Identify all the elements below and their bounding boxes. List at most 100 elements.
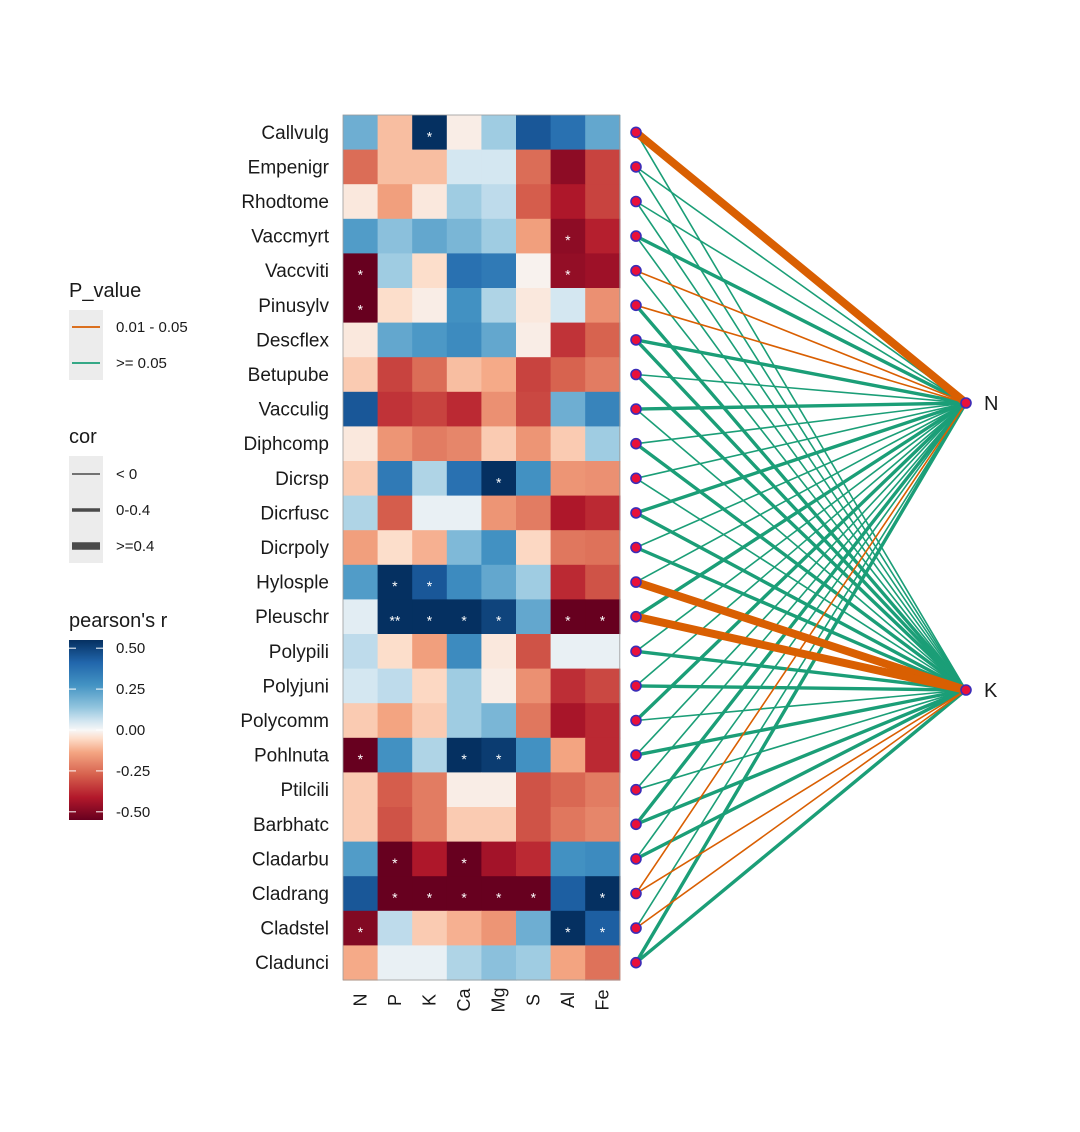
row-label-cladunci: Cladunci [255,953,329,974]
row-label-dicrfusc: Dicrfusc [260,503,329,524]
env-node-n [960,397,972,409]
heatmap-cell-dicrsp-p [377,461,413,497]
heatmap-cell-empenigr-ca [446,149,482,185]
heatmap-cell-polypili-al [550,634,586,670]
legend-pvalue-title: P_value [69,280,141,302]
heatmap-cell-betupube-p [377,357,413,393]
heatmap-cell-dicrsp-k [412,461,448,497]
legend-cor-label-1: < 0 [116,466,137,483]
significance-mark: * [392,855,398,871]
link-vaccviti-n [635,269,967,404]
heatmap-cell-cladstel-n [343,910,379,946]
heatmap-cell-vaccmyrt-s [516,218,552,254]
column-label-al: Al [558,992,578,1008]
heatmap-cell-dicrpoly-n [343,530,379,566]
heatmap-cell-descflex-s [516,322,552,358]
link-descflex-n [634,338,968,405]
heatmap-cell-hylosple-mg [481,564,517,600]
heatmap-cell-vaccviti-n [343,253,379,289]
column-label-ca: Ca [454,988,474,1012]
link-polypili-k [634,649,968,692]
heatmap-cell-vaccmyrt-p [377,218,413,254]
heatmap-cell-pleuschr-al [550,599,586,635]
species-node-callvulg [630,126,642,139]
significance-mark: * [565,232,571,248]
heatmap-cell-vacculig-ca [446,391,482,427]
heatmap-cell-betupube-mg [481,357,517,393]
heatmap-cell-pinusylv-mg [481,288,517,324]
link-diphcomp-n [635,402,967,445]
species-node-dicrpoly [630,541,642,554]
heatmap-cell-vacculig-s [516,391,552,427]
species-node-cladarbu [630,853,642,865]
variable-labels: N P K Ca Mg S Al Fe [350,987,612,1012]
column-label-s: S [523,994,543,1006]
heatmap-cell-cladstel-mg [481,910,517,946]
row-label-polycomm: Polycomm [240,711,329,732]
heatmap-cell-ptilcili-n [343,772,379,808]
heatmap-cell-pohlnuta-fe [585,737,621,773]
env-node-k [960,684,972,696]
heatmap-cell-polycomm-al [550,703,586,739]
heatmap-cell-diphcomp-al [550,426,586,462]
column-label-fe: Fe [593,989,613,1010]
heatmap-cell-hylosple-n [343,564,379,600]
species-node-pohlnuta [630,749,642,761]
species-node-polyjuni [630,680,642,692]
heatmap-cell-cladrang-p [377,876,413,912]
row-label-betupube: Betupube [248,365,329,386]
legend-cor-label-2: 0-0.4 [116,502,150,519]
heatmap-cell-dicrfusc-n [343,495,379,531]
env-node-label-k: K [984,680,998,702]
heatmap-cell-callvulg-mg [481,115,517,151]
heatmap-cell-polycomm-k [412,703,448,739]
heatmap-cell-hylosple-k [412,564,448,600]
link-vaccmyrt-n [634,234,968,405]
row-label-rhodtome: Rhodtome [241,192,329,213]
row-label-empenigr: Empenigr [248,157,330,178]
link-cladstel-n [635,402,967,929]
heatmap-cell-ptilcili-s [516,772,552,808]
significance-mark: * [358,924,364,940]
species-node-cladrang [630,887,642,900]
heatmap-cell-diphcomp-p [377,426,413,462]
species-node-polypili [630,645,642,658]
link-cladunci-k [634,688,968,965]
heatmap-cell-cladstel-k [412,910,448,946]
heatmap-cell-cladarbu-mg [481,841,517,877]
link-vacculig-k [635,408,967,691]
heatmap-cell-rhodtome-mg [481,184,517,220]
heatmap-cell-polycomm-ca [446,703,482,739]
link-pohlnuta-n [635,402,967,756]
row-label-diphcomp: Diphcomp [243,434,329,455]
heatmap-cell-callvulg-al [550,115,586,151]
link-pleuschr-n [634,401,968,619]
link-callvulg-k [635,131,967,691]
heatmap-cell-hylosple-al [550,564,586,600]
species-node-ptilcili [630,783,642,796]
heatmap-cell-polycomm-s [516,703,552,739]
heatmap-cell-cladrang-al [550,876,586,912]
heatmap-cell-barbhatc-p [377,807,413,843]
heatmap-cell-callvulg-p [377,115,413,151]
heatmap-cell-cladarbu-ca [446,841,482,877]
link-dicrsp-n [635,402,967,480]
heatmap-cell-pleuschr-n [343,599,379,635]
row-label-descflex: Descflex [256,330,329,351]
significance-mark: * [392,890,398,906]
heatmap-cell-pinusylv-fe [585,288,621,324]
heatmap-cell-cladarbu-s [516,841,552,877]
heatmap-cell-dicrsp-n [343,461,379,497]
link-cladunci-n [634,401,968,965]
heatmap-cell-rhodtome-al [550,184,586,220]
row-label-vaccviti: Vaccviti [265,261,329,282]
link-dicrfusc-k [634,511,968,692]
heatmap-cell-vaccviti-ca [446,253,482,289]
link-barbhatc-k [634,688,968,826]
row-label-cladrang: Cladrang [252,884,329,905]
heatmap-cell-pleuschr-p [377,599,413,635]
row-label-hylosple: Hylosple [256,573,329,594]
link-vaccviti-k [635,269,967,691]
heatmap-cell-cladarbu-p [377,841,413,877]
